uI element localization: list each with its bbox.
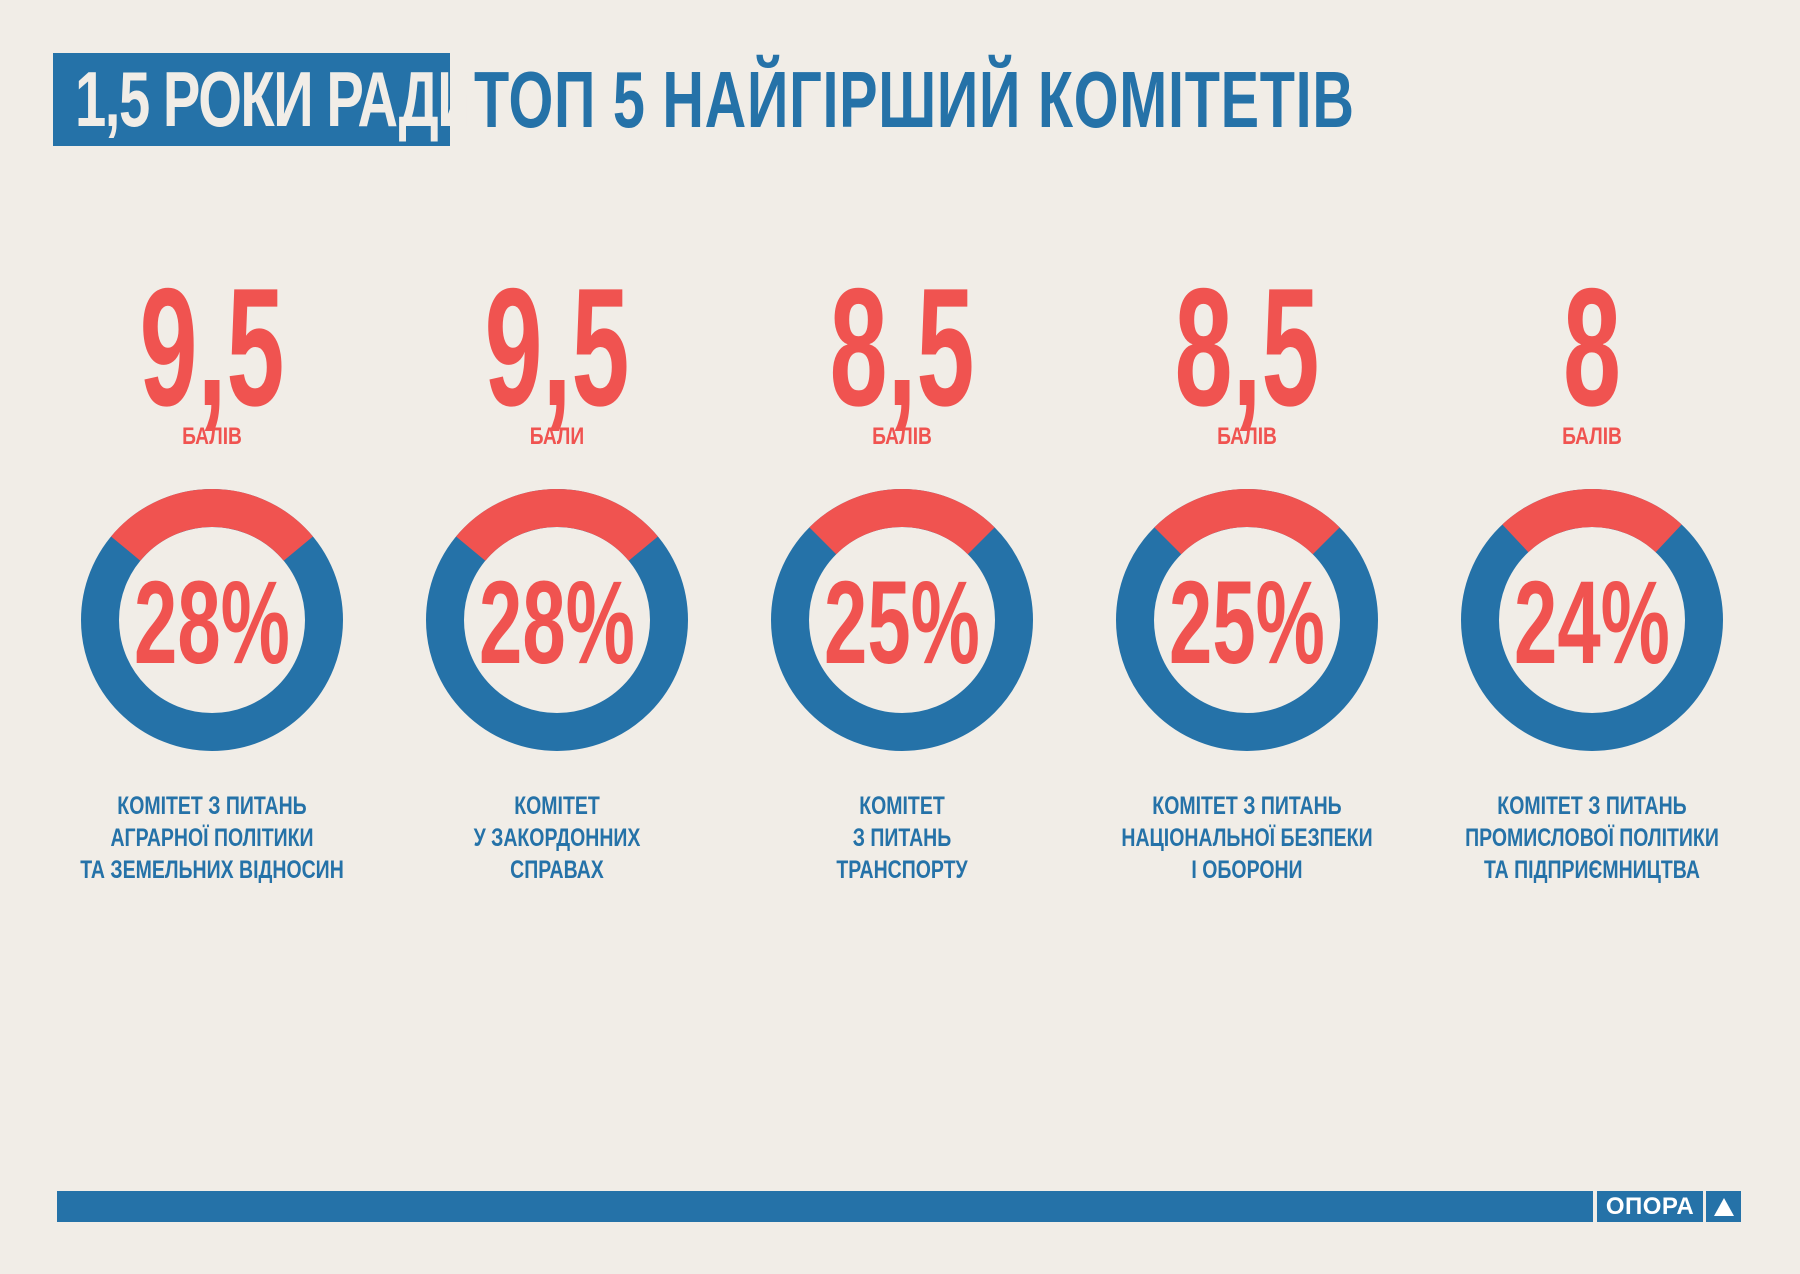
committee-name-line: КОМІТЕТ З ПИТАНЬ [117,792,306,820]
score-value: 8,5 [830,252,975,441]
opora-logo: ОПОРА [1594,1191,1703,1222]
percent-label: 24% [1514,557,1670,689]
committee-name-line: КОМІТЕТ З ПИТАНЬ [1152,792,1341,820]
score-value: 8,5 [1175,252,1320,441]
title-tag-text: 1,5 РОКИ РАДИ [75,55,478,143]
committee-name-line: КОМІТЕТ З ПИТАНЬ [1497,792,1686,820]
page-title: ТОП 5 НАЙГІРШИЙ КОМІТЕТІВ [474,54,1355,144]
donut-segment [456,489,658,562]
score-unit: БАЛІВ [182,422,242,450]
title-tag: 1,5 РОКИ РАДИ [53,53,478,146]
percent-label: 28% [479,557,635,689]
committee-name-line: І ОБОРОНИ [1191,856,1302,884]
donut-segment [1502,489,1682,553]
donut-segment [809,489,995,555]
score-unit: БАЛІВ [1562,422,1622,450]
committee-name-line: КОМІТЕТ [859,792,945,820]
score-value: 8 [1563,252,1621,441]
committee-name-line: У ЗАКОРДОННИХ [474,824,641,852]
header: 1,5 РОКИ РАДИ ТОП 5 НАЙГІРШИЙ КОМІТЕТІВ [53,53,1697,146]
committee-name-line: НАЦІОНАЛЬНОЇ БЕЗПЕКИ [1121,824,1372,852]
donut-segment [111,489,313,562]
score-unit: БАЛІВ [1217,422,1277,450]
footer-bar [57,1191,1593,1222]
score-unit: БАЛІВ [872,422,932,450]
committee-name-line: ТА ЗЕМЕЛЬНИХ ВІДНОСИН [80,856,344,884]
score-value: 9,5 [485,252,630,441]
percent-label: 28% [134,557,290,689]
committee-name-line: З ПИТАНЬ [853,824,951,852]
committee-name-line: ТА ПІДПРИЄМНИЦТВА [1484,856,1700,884]
committee-name-line: ТРАНСПОРТУ [836,856,968,884]
percent-label: 25% [1169,557,1325,689]
committee-name-line: АГРАРНОЇ ПОЛІТИКИ [110,824,313,852]
score-unit: БАЛИ [530,422,584,450]
donut-segment [1154,489,1340,555]
committee-name-line: СПРАВАХ [510,856,604,884]
percent-label: 25% [824,557,980,689]
committee-name-line: ПРОМИСЛОВОЇ ПОЛІТИКИ [1465,824,1719,852]
committee-name-line: КОМІТЕТ [514,792,600,820]
score-value: 9,5 [140,252,285,441]
triangle-logo-icon [1703,1191,1741,1222]
